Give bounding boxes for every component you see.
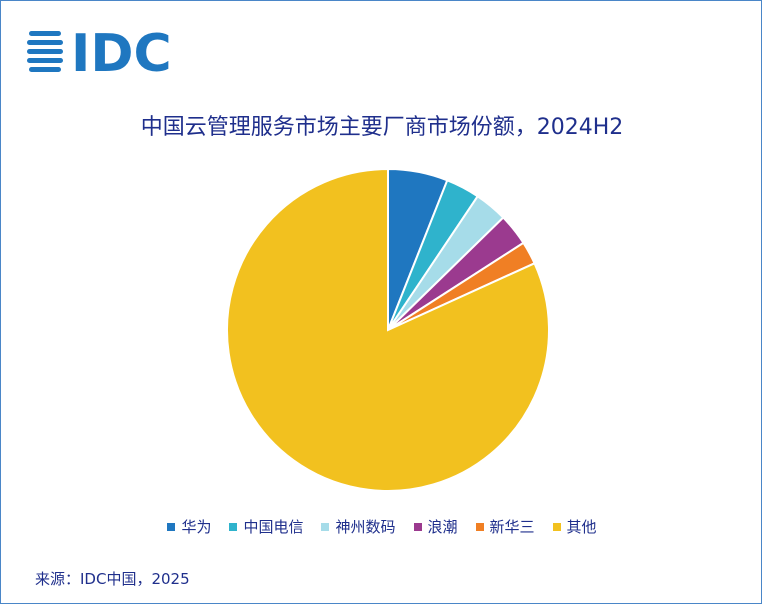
idc-globe-icon	[27, 31, 63, 72]
legend-swatch	[413, 522, 422, 531]
chart-legend: 华为 中国电信 神州数码 浪潮 新华三 其他	[1, 516, 762, 537]
legend-swatch	[321, 522, 330, 531]
legend-label: 中国电信	[243, 518, 304, 536]
legend-swatch	[475, 522, 484, 531]
source-note: 来源：IDC中国，2025	[35, 570, 190, 588]
legend-label: 新华三	[489, 518, 535, 536]
legend-item-4: 新华三	[475, 516, 535, 537]
chart-title: 中国云管理服务市场主要厂商市场份额，2024H2	[140, 115, 624, 140]
legend-item-2: 神州数码	[321, 516, 396, 537]
legend-swatch	[167, 522, 176, 531]
legend-item-5: 其他	[552, 516, 597, 537]
legend-item-0: 华为	[167, 516, 211, 537]
idc-logo-text: IDC	[71, 24, 172, 75]
legend-item-3: 浪潮	[413, 516, 458, 537]
legend-item-1: 中国电信	[229, 516, 303, 537]
legend-label: 其他	[566, 518, 597, 536]
legend-label: 浪潮	[427, 518, 458, 536]
legend-swatch	[229, 522, 238, 531]
legend-label: 华为	[181, 518, 212, 536]
pie-slice-5	[226, 167, 550, 492]
legend-label: 神州数码	[335, 518, 396, 536]
idc-logo: IDC	[27, 24, 172, 75]
legend-swatch	[552, 522, 561, 531]
